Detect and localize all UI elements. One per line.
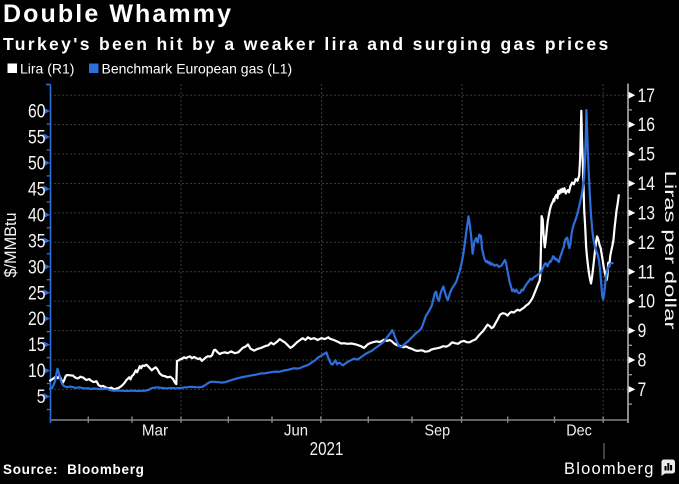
svg-text:45: 45 bbox=[28, 180, 46, 201]
svg-text:13: 13 bbox=[638, 204, 656, 225]
svg-text:40: 40 bbox=[28, 205, 46, 226]
svg-text:Source: Bloomberg: Source: Bloomberg bbox=[3, 462, 145, 477]
svg-text:Jun: Jun bbox=[284, 422, 308, 439]
svg-text:Bloomberg: Bloomberg bbox=[564, 460, 655, 478]
svg-text:14: 14 bbox=[638, 174, 656, 195]
svg-text:30: 30 bbox=[28, 257, 46, 278]
svg-text:2021: 2021 bbox=[310, 439, 344, 459]
svg-text:7: 7 bbox=[638, 380, 647, 401]
svg-text:9: 9 bbox=[638, 321, 647, 342]
svg-text:15: 15 bbox=[28, 335, 46, 356]
svg-text:12: 12 bbox=[638, 233, 656, 254]
svg-text:11: 11 bbox=[638, 262, 656, 283]
svg-text:35: 35 bbox=[28, 231, 46, 252]
svg-text:Mar: Mar bbox=[142, 422, 169, 439]
svg-text:55: 55 bbox=[28, 128, 46, 149]
svg-text:16: 16 bbox=[638, 115, 656, 136]
svg-text:$/MMBtu: $/MMBtu bbox=[2, 213, 20, 278]
svg-text:17: 17 bbox=[638, 86, 656, 107]
svg-text:8: 8 bbox=[638, 351, 647, 372]
svg-text:10: 10 bbox=[638, 292, 656, 313]
svg-text:Benchmark European gas (L1): Benchmark European gas (L1) bbox=[102, 61, 293, 77]
svg-text:50: 50 bbox=[28, 154, 46, 175]
svg-text:Double Whammy: Double Whammy bbox=[3, 0, 233, 28]
svg-text:Turkey's been hit by a weaker: Turkey's been hit by a weaker lira and s… bbox=[3, 34, 611, 54]
svg-text:Liras per dollar: Liras per dollar bbox=[661, 171, 678, 330]
svg-text:25: 25 bbox=[28, 283, 46, 304]
svg-text:20: 20 bbox=[28, 309, 46, 330]
svg-text:5: 5 bbox=[37, 387, 46, 408]
svg-text:60: 60 bbox=[28, 102, 46, 123]
svg-text:Dec: Dec bbox=[566, 422, 592, 439]
svg-text:Lira (R1): Lira (R1) bbox=[20, 61, 74, 77]
svg-text:15: 15 bbox=[638, 145, 656, 166]
svg-text:10: 10 bbox=[28, 361, 46, 382]
svg-text:Sep: Sep bbox=[425, 422, 451, 439]
